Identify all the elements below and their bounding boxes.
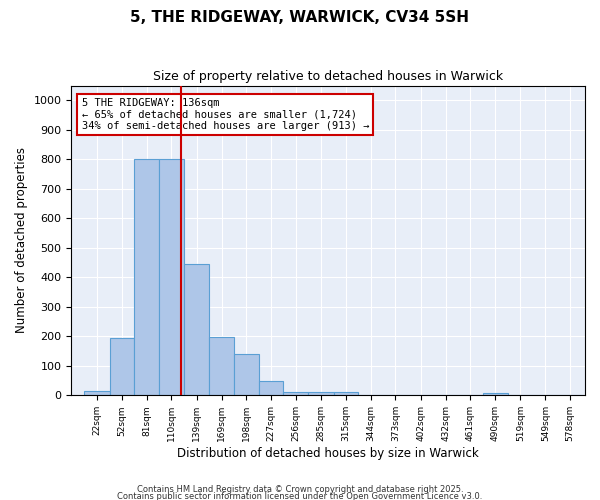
Bar <box>159 160 184 396</box>
Title: Size of property relative to detached houses in Warwick: Size of property relative to detached ho… <box>153 70 503 83</box>
Text: Contains public sector information licensed under the Open Government Licence v3: Contains public sector information licen… <box>118 492 482 500</box>
Bar <box>84 391 110 396</box>
Text: 5, THE RIDGEWAY, WARWICK, CV34 5SH: 5, THE RIDGEWAY, WARWICK, CV34 5SH <box>131 10 470 25</box>
Bar <box>110 338 134 396</box>
X-axis label: Distribution of detached houses by size in Warwick: Distribution of detached houses by size … <box>177 447 479 460</box>
Bar <box>234 354 259 396</box>
Bar <box>184 264 209 396</box>
Bar <box>134 160 159 396</box>
Bar <box>209 337 234 396</box>
Text: Contains HM Land Registry data © Crown copyright and database right 2025.: Contains HM Land Registry data © Crown c… <box>137 486 463 494</box>
Text: 5 THE RIDGEWAY: 136sqm
← 65% of detached houses are smaller (1,724)
34% of semi-: 5 THE RIDGEWAY: 136sqm ← 65% of detached… <box>82 98 369 131</box>
Bar <box>308 392 334 396</box>
Bar <box>259 381 283 396</box>
Bar <box>483 393 508 396</box>
Bar <box>334 392 358 396</box>
Y-axis label: Number of detached properties: Number of detached properties <box>15 148 28 334</box>
Bar <box>283 392 308 396</box>
